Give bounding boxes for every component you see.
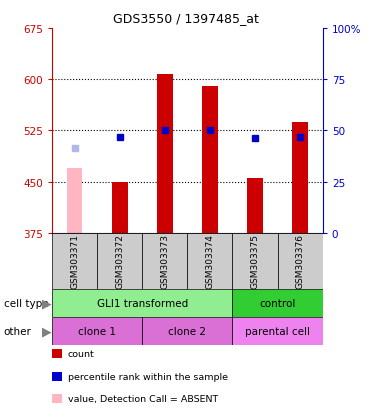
Text: cell type: cell type	[4, 298, 48, 308]
Bar	[97, 233, 142, 289]
Bar	[202, 87, 218, 233]
Bar	[52, 289, 233, 317]
Text: ▶: ▶	[42, 297, 51, 310]
Text: GSM303372: GSM303372	[115, 234, 124, 289]
Text: GSM303374: GSM303374	[206, 234, 214, 289]
Text: ▶: ▶	[42, 325, 51, 338]
Text: count: count	[68, 349, 95, 358]
Text: GLI1 transformed: GLI1 transformed	[96, 298, 188, 308]
Text: GSM303376: GSM303376	[296, 234, 305, 289]
Text: control: control	[259, 298, 296, 308]
Text: percentile rank within the sample: percentile rank within the sample	[68, 372, 228, 381]
Bar	[233, 233, 278, 289]
Bar	[247, 178, 263, 233]
Text: GDS3550 / 1397485_at: GDS3550 / 1397485_at	[112, 12, 259, 25]
Text: GSM303373: GSM303373	[160, 234, 169, 289]
Text: value, Detection Call = ABSENT: value, Detection Call = ABSENT	[68, 394, 218, 404]
Bar	[67, 169, 82, 233]
Text: clone 1: clone 1	[78, 326, 116, 336]
Text: GSM303371: GSM303371	[70, 234, 79, 289]
Bar	[112, 182, 128, 233]
Bar	[187, 233, 233, 289]
Bar	[292, 123, 308, 233]
Bar	[142, 317, 233, 345]
Text: parental cell: parental cell	[245, 326, 310, 336]
Bar	[52, 317, 142, 345]
Bar	[52, 233, 97, 289]
Bar	[233, 289, 323, 317]
Bar	[142, 233, 187, 289]
Text: GSM303375: GSM303375	[250, 234, 260, 289]
Bar	[157, 75, 173, 233]
Bar	[233, 317, 323, 345]
Bar	[278, 233, 323, 289]
Text: other: other	[4, 326, 32, 336]
Text: clone 2: clone 2	[168, 326, 206, 336]
